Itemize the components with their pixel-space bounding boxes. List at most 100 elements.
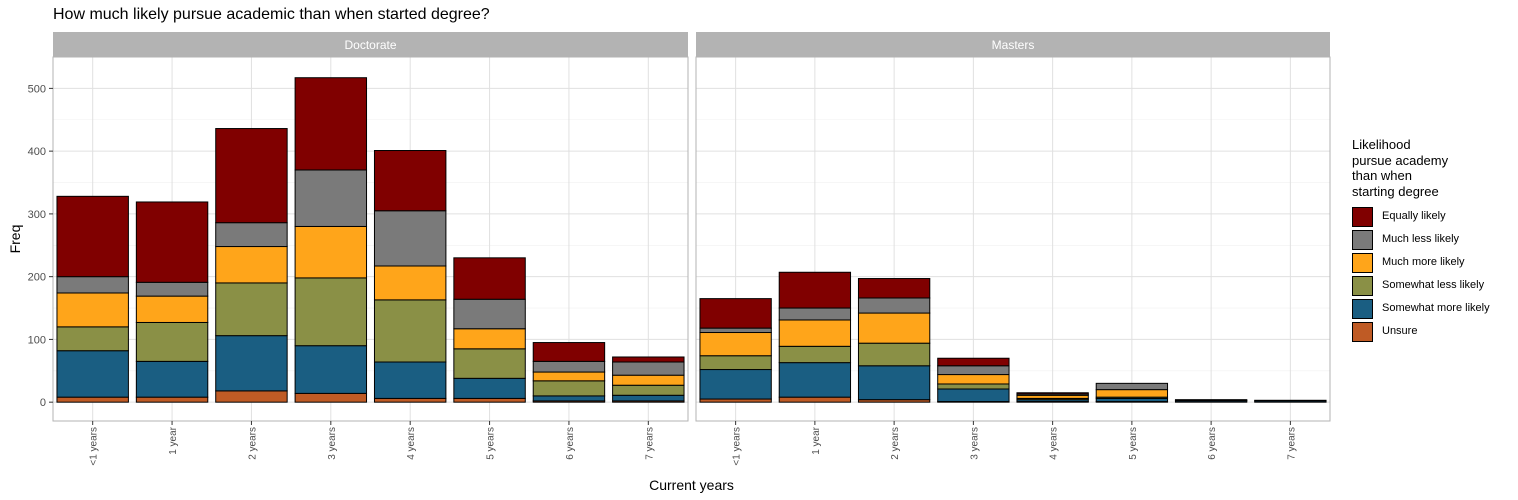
bar-segment — [56, 326, 129, 352]
legend-title: Likelihood pursue academy than when startin… — [1352, 137, 1472, 199]
legend-item: Somewhat less likely — [1352, 274, 1490, 297]
legend-key-swatch — [1352, 275, 1373, 296]
legend-label: Equally likely — [1382, 209, 1446, 222]
legend-title-line: than when — [1352, 168, 1412, 183]
bar-segment — [857, 278, 931, 299]
x-tick-label: 4 years — [406, 427, 417, 460]
bar-segment — [937, 388, 1010, 403]
bar-segment — [857, 297, 931, 314]
bar-segment — [857, 365, 931, 401]
bar-segment — [56, 292, 129, 328]
bar-segment — [294, 77, 368, 171]
bar-segment — [373, 210, 447, 267]
bar-segment — [699, 355, 772, 371]
bar-segment — [612, 394, 685, 402]
y-tick-label: 400 — [28, 146, 46, 158]
bar-segment — [778, 362, 852, 398]
bar-segment — [778, 271, 852, 309]
bar-segment — [699, 327, 772, 334]
bar-segment — [1016, 392, 1089, 395]
bar-segment — [215, 282, 288, 337]
legend-key-swatch — [1352, 252, 1373, 273]
bar-segment — [373, 299, 447, 363]
y-axis-label: Freq — [7, 225, 23, 254]
legend-item: Much more likely — [1352, 251, 1490, 274]
legend-key-swatch — [1352, 321, 1373, 342]
legend-title-line: starting degree — [1352, 183, 1439, 199]
bar-segment — [453, 397, 526, 403]
bar-segment — [215, 390, 288, 403]
facet-strip-label: Doctorate — [344, 38, 396, 52]
x-tick-label: 1 year — [811, 426, 822, 454]
legend-item: Unsure — [1352, 320, 1490, 343]
bar-segment — [215, 335, 288, 392]
legend-item: Much less likely — [1352, 228, 1490, 251]
bar-segment — [937, 374, 1010, 385]
x-tick-label: 5 years — [1128, 427, 1139, 460]
bar-segment — [453, 328, 526, 350]
bar-segment — [857, 342, 931, 367]
bar-segment — [612, 384, 685, 396]
facet-strip — [696, 32, 1330, 57]
legend-key-swatch — [1352, 206, 1373, 227]
bar-segment — [453, 298, 526, 330]
bar-segment — [532, 395, 606, 402]
bar-segment — [699, 332, 772, 357]
y-tick-label: 500 — [28, 83, 46, 95]
bar-segment — [135, 295, 209, 323]
bar-segment — [699, 369, 772, 400]
legend-label: Much more likely — [1382, 255, 1465, 268]
bar-segment — [857, 312, 931, 344]
legend-label: Much less likely — [1382, 232, 1460, 245]
x-tick-label: 5 years — [486, 427, 497, 460]
bar-segment — [1095, 389, 1169, 398]
bar-segment — [135, 396, 209, 403]
x-tick-label: 7 years — [1286, 427, 1297, 460]
y-tick-label: 100 — [28, 334, 46, 346]
bar-segment — [937, 357, 1010, 367]
bar-segment — [56, 396, 129, 403]
bar-segment — [373, 361, 447, 399]
bar-segment — [453, 257, 526, 300]
panel-border — [695, 56, 1331, 422]
legend-item: Somewhat more likely — [1352, 297, 1490, 320]
x-tick-label: <1 years — [89, 427, 100, 466]
facet-strip — [53, 32, 688, 57]
x-axis-label: Current years — [649, 477, 734, 493]
x-tick-label: 2 years — [890, 427, 901, 460]
bar-segment — [453, 348, 526, 379]
bar-segment — [1254, 399, 1327, 402]
bar-segment — [937, 383, 1010, 390]
legend-key-swatch — [1352, 298, 1373, 319]
bar-segment — [294, 277, 368, 347]
panel-border — [52, 56, 689, 422]
bar-segment — [135, 360, 209, 398]
bar-segment — [215, 246, 288, 284]
bar-segment — [215, 222, 288, 248]
bar-segment — [56, 350, 129, 398]
y-tick-label: 200 — [28, 272, 46, 284]
legend-label: Somewhat more likely — [1382, 301, 1490, 314]
bar-segment — [294, 392, 368, 403]
bar-segment — [532, 342, 606, 362]
bar-segment — [937, 365, 1010, 376]
bar-segment — [135, 321, 209, 362]
bar-segment — [778, 396, 852, 403]
legend-label: Somewhat less likely — [1382, 278, 1485, 291]
legend-title-line: pursue academy — [1352, 152, 1449, 168]
bar-segment — [699, 298, 772, 329]
x-tick-label: 7 years — [644, 427, 655, 460]
bar-segment — [532, 380, 606, 397]
bar-segment — [453, 377, 526, 399]
bar-segment — [778, 307, 852, 321]
bar-segment — [373, 397, 447, 403]
bar-segment — [215, 128, 288, 224]
bar-segment — [294, 169, 368, 227]
x-tick-label: 3 years — [327, 427, 338, 460]
bar-segment — [1095, 382, 1169, 391]
y-tick-label: 300 — [28, 209, 46, 221]
bar-segment — [532, 360, 606, 373]
bar-segment — [612, 374, 685, 386]
y-tick-label: 0 — [40, 397, 46, 409]
